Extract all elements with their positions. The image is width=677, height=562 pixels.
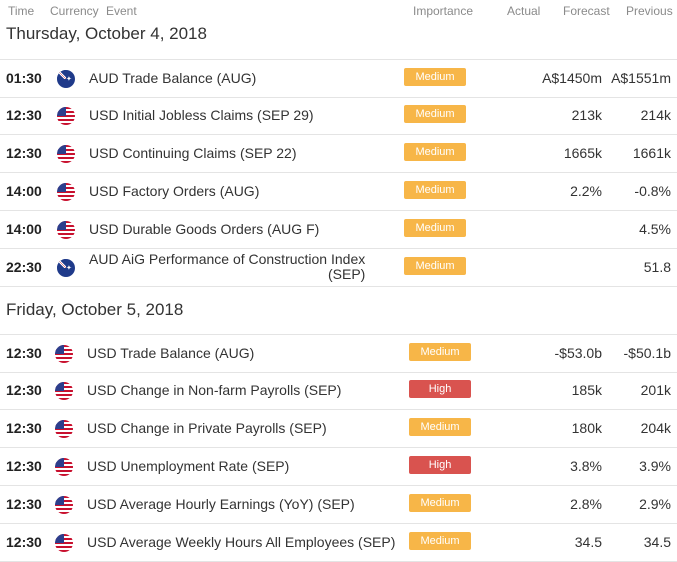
previous-value: 214k (640, 107, 671, 123)
event-name[interactable]: USD Initial Jobless Claims (SEP 29) (89, 107, 314, 123)
previous-value: -$50.1b (623, 345, 671, 361)
event-name[interactable]: USD Factory Orders (AUG) (89, 183, 260, 199)
importance-badge: Medium (409, 532, 471, 550)
forecast-value: 1665k (563, 145, 602, 161)
previous-value: 3.9% (639, 458, 671, 474)
forecast-value: 34.5 (574, 534, 602, 550)
us-flag-icon (57, 107, 75, 125)
event-time: 22:30 (6, 259, 42, 275)
us-flag-icon (57, 221, 75, 239)
importance-badge: Medium (409, 494, 471, 512)
previous-value: 201k (640, 382, 671, 398)
event-time: 12:30 (6, 534, 42, 550)
event-time: 12:30 (6, 458, 42, 474)
event-time: 12:30 (6, 420, 42, 436)
us-flag-icon (55, 496, 73, 514)
day-heading: Friday, October 5, 2018 (6, 300, 184, 319)
event-row[interactable]: 12:30 USD Initial Jobless Claims (SEP 29)… (0, 97, 677, 135)
event-name[interactable]: USD Unemployment Rate (SEP) (87, 458, 290, 474)
forecast-value (530, 211, 602, 248)
event-name[interactable]: USD Average Hourly Earnings (YoY) (SEP) (87, 496, 355, 512)
event-time: 12:30 (6, 107, 42, 123)
event-row[interactable]: 12:30 USD Trade Balance (AUG) Medium -$53.0… (0, 334, 677, 373)
header-forecast: Forecast (563, 4, 610, 18)
au-flag-icon (57, 70, 75, 88)
previous-value: 2.9% (639, 496, 671, 512)
event-row[interactable]: 12:30 USD Change in Private Payrolls (SEP… (0, 410, 677, 448)
event-time: 14:00 (6, 221, 42, 237)
importance-badge: Medium (404, 181, 466, 199)
importance-badge: Medium (404, 105, 466, 123)
event-time: 12:30 (6, 345, 42, 361)
header-previous: Previous (626, 4, 673, 18)
event-name[interactable]: USD Change in Private Payrolls (SEP) (87, 420, 327, 436)
importance-badge: Medium (404, 143, 466, 161)
previous-value: 34.5 (643, 534, 671, 550)
us-flag-icon (55, 534, 73, 552)
importance-badge: High (409, 456, 471, 474)
event-row[interactable]: 12:30 USD Average Hourly Earnings (YoY) (… (0, 486, 677, 524)
event-time: 12:30 (6, 496, 42, 512)
importance-badge: Medium (409, 418, 471, 436)
event-name[interactable]: USD Average Weekly Hours All Employees (… (87, 534, 396, 550)
event-name[interactable]: USD Change in Non-farm Payrolls (SEP) (87, 382, 342, 398)
previous-value: A$1551m (611, 70, 671, 86)
forecast-value: -$53.0b (554, 345, 602, 361)
event-name-line1: AUD AiG Performance of Construction Inde… (89, 251, 366, 267)
importance-badge: Medium (404, 219, 466, 237)
previous-value: -0.8% (634, 183, 671, 199)
event-row[interactable]: 12:30 USD Continuing Claims (SEP 22) Mediu… (0, 135, 677, 173)
event-row[interactable]: 12:30 USD Average Weekly Hours All Employ… (0, 524, 677, 562)
event-time: 01:30 (6, 70, 42, 86)
forecast-value: 2.2% (570, 183, 602, 199)
header-currency: Currency (50, 4, 99, 18)
importance-badge: Medium (409, 343, 471, 361)
event-name-line2: (SEP) (328, 266, 366, 282)
us-flag-icon (57, 183, 75, 201)
day-heading: Thursday, October 4, 2018 (6, 24, 207, 43)
event-row[interactable]: 22:30 AUD AiG Performance of Construction… (0, 249, 677, 287)
us-flag-icon (55, 345, 73, 363)
au-flag-icon (57, 259, 75, 277)
event-row[interactable]: 01:30 AUD Trade Balance (AUG) Medium A$1450… (0, 59, 677, 98)
us-flag-icon (55, 382, 73, 400)
importance-badge: Medium (404, 68, 466, 86)
event-row[interactable]: 14:00 USD Factory Orders (AUG) Medium 2.2% -… (0, 173, 677, 211)
event-name[interactable]: USD Continuing Claims (SEP 22) (89, 145, 297, 161)
us-flag-icon (55, 420, 73, 438)
event-time: 12:30 (6, 145, 42, 161)
us-flag-icon (55, 458, 73, 476)
importance-badge: Medium (404, 257, 466, 275)
previous-value: 204k (640, 420, 671, 436)
forecast-value: 180k (571, 420, 602, 436)
event-name[interactable]: AUD AiG Performance of Construction Inde… (89, 252, 379, 282)
event-time: 12:30 (6, 382, 42, 398)
forecast-value: 213k (571, 107, 602, 123)
previous-value: 1661k (632, 145, 671, 161)
event-time: 14:00 (6, 183, 42, 199)
event-name[interactable]: AUD Trade Balance (AUG) (89, 70, 257, 86)
us-flag-icon (57, 145, 75, 163)
forecast-value: 185k (571, 382, 602, 398)
previous-value: 51.8 (643, 259, 671, 275)
previous-value: 4.5% (639, 221, 671, 237)
importance-badge: High (409, 380, 471, 398)
event-row[interactable]: 14:00 USD Durable Goods Orders (AUG F) Med… (0, 211, 677, 249)
forecast-value (530, 249, 602, 286)
header-importance: Importance (413, 4, 474, 18)
header-event: Event (106, 4, 137, 18)
header-actual: Actual (507, 4, 541, 18)
event-name[interactable]: USD Trade Balance (AUG) (87, 345, 255, 361)
event-name[interactable]: USD Durable Goods Orders (AUG F) (89, 221, 320, 237)
forecast-value: A$1450m (542, 70, 602, 86)
header-time: Time (8, 4, 35, 18)
event-row[interactable]: 12:30 USD Change in Non-farm Payrolls (SE… (0, 372, 677, 410)
event-row[interactable]: 12:30 USD Unemployment Rate (SEP) High 3.8%… (0, 448, 677, 486)
forecast-value: 2.8% (570, 496, 602, 512)
forecast-value: 3.8% (570, 458, 602, 474)
